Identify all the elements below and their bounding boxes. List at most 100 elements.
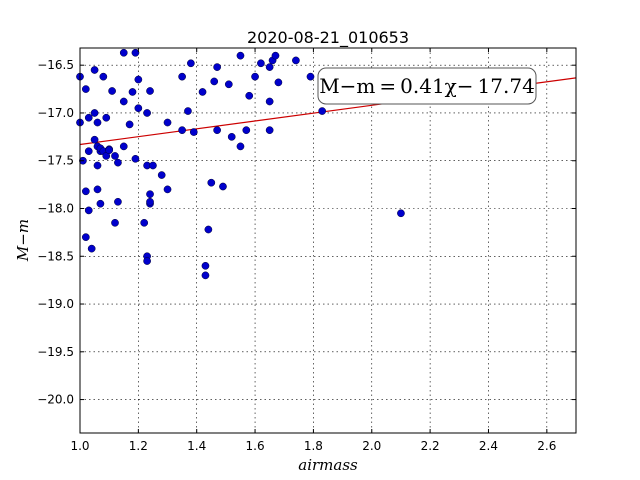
data-point — [146, 197, 154, 206]
data-point — [213, 63, 221, 71]
data-point — [111, 218, 119, 227]
axis-ticks: 1.0 1.2 1.4 1.6 1.8 2.0 2.2 2.4 2.6 −16.5 −17.0 −17… — [37, 48, 576, 453]
fit-annotation: M−m = 0.41χ− 17.74 — [317, 67, 537, 105]
data-point — [184, 107, 192, 115]
x-tick-label: 1.2 — [129, 439, 148, 453]
data-point — [87, 244, 96, 253]
data-point — [134, 104, 143, 113]
data-point — [114, 158, 122, 167]
data-point — [306, 72, 315, 81]
data-point — [149, 161, 157, 170]
data-point — [93, 161, 102, 170]
data-point — [201, 261, 210, 270]
data-point — [131, 154, 140, 163]
data-point — [163, 185, 172, 194]
x-tick-label: 2.6 — [537, 439, 556, 453]
data-point — [90, 109, 99, 117]
data-point — [81, 233, 90, 242]
data-point — [265, 63, 274, 71]
x-tick-label: 1.4 — [187, 439, 206, 453]
data-point — [251, 72, 259, 81]
y-tick-label: −17.5 — [37, 154, 74, 168]
data-point — [178, 72, 186, 81]
data-point — [84, 147, 93, 156]
data-point — [213, 126, 221, 135]
chart-title: 2020-08-21_010653 — [247, 28, 409, 48]
x-tick-label: 1.8 — [304, 439, 323, 453]
data-point — [105, 146, 114, 155]
y-tick-label: −16.5 — [37, 58, 74, 72]
data-point — [84, 206, 93, 215]
y-axis-label: M−m — [14, 219, 32, 262]
data-point — [245, 91, 254, 100]
data-point — [210, 77, 219, 86]
annotation-text: M−m = 0.41χ− 17.74 — [319, 74, 535, 98]
grid — [80, 48, 576, 433]
data-point — [119, 48, 128, 57]
y-tick-label: −20.0 — [37, 393, 74, 407]
data-point — [227, 132, 236, 141]
data-point — [146, 190, 154, 199]
data-point — [271, 51, 280, 60]
y-tick-label: −18.0 — [37, 201, 74, 215]
plot-frame — [79, 47, 577, 434]
x-tick-label: 2.4 — [479, 439, 498, 453]
data-point — [178, 126, 186, 135]
y-tick-label: −19.0 — [37, 297, 74, 311]
data-point — [318, 107, 327, 115]
data-point — [224, 80, 233, 89]
data-point — [90, 66, 99, 74]
data-point — [134, 75, 143, 84]
y-tick-label: −19.5 — [37, 345, 74, 359]
data-point — [84, 113, 93, 122]
data-point — [102, 113, 111, 122]
data-point — [265, 126, 274, 135]
data-point — [90, 135, 99, 144]
data-point — [143, 109, 151, 117]
data-point — [187, 59, 195, 68]
data-point — [93, 118, 102, 127]
data-point — [99, 72, 108, 81]
y-tick-label: −18.5 — [37, 249, 74, 263]
x-tick-label: 2.2 — [421, 439, 440, 453]
data-point — [163, 118, 172, 127]
data-point — [96, 199, 105, 208]
data-point — [201, 271, 210, 280]
data-point — [236, 51, 245, 60]
data-point — [108, 87, 116, 95]
data-point — [143, 257, 151, 265]
data-point — [119, 97, 128, 106]
y-tick-label: −17.0 — [37, 106, 74, 120]
data-point — [125, 120, 134, 129]
x-tick-label: 2.0 — [362, 439, 381, 453]
data-point — [81, 85, 90, 93]
data-point — [274, 78, 283, 87]
data-point — [119, 142, 128, 151]
x-axis-label: airmass — [298, 456, 358, 474]
data-point — [93, 185, 102, 194]
data-point — [236, 142, 245, 151]
data-points — [76, 48, 405, 280]
data-point — [198, 88, 207, 96]
data-point — [204, 225, 213, 234]
x-tick-label: 1.6 — [246, 439, 265, 453]
data-point — [131, 48, 140, 57]
data-point — [146, 87, 154, 95]
data-point — [292, 56, 300, 65]
data-point — [265, 97, 274, 106]
data-point — [111, 152, 119, 160]
data-point — [157, 171, 166, 179]
data-point — [242, 126, 251, 135]
data-point — [81, 187, 90, 196]
annotation-box — [317, 67, 537, 105]
data-point — [257, 59, 265, 68]
data-point — [207, 178, 216, 187]
x-tick-label: 1.0 — [70, 439, 89, 453]
data-point — [397, 209, 405, 218]
data-point — [140, 218, 149, 227]
data-point — [219, 182, 227, 191]
data-point — [114, 197, 122, 206]
data-point — [128, 88, 137, 96]
data-point — [189, 128, 198, 136]
